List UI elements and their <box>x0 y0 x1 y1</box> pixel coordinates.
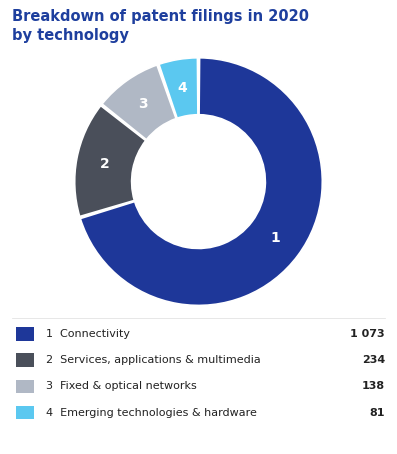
Text: 1  Connectivity: 1 Connectivity <box>46 329 130 339</box>
Text: 1 073: 1 073 <box>351 329 385 339</box>
Text: 3  Fixed & optical networks: 3 Fixed & optical networks <box>46 381 197 391</box>
Text: 138: 138 <box>362 381 385 391</box>
Text: Breakdown of patent filings in 2020
by technology: Breakdown of patent filings in 2020 by t… <box>12 9 309 43</box>
Wedge shape <box>80 58 322 306</box>
Wedge shape <box>159 58 198 118</box>
Text: 4: 4 <box>178 80 187 94</box>
Text: 234: 234 <box>362 355 385 365</box>
Text: 4  Emerging technologies & hardware: 4 Emerging technologies & hardware <box>46 408 256 418</box>
Text: 1: 1 <box>270 232 280 246</box>
Text: 3: 3 <box>139 97 148 111</box>
Wedge shape <box>75 106 146 217</box>
Text: 2  Services, applications & multimedia: 2 Services, applications & multimedia <box>46 355 260 365</box>
Wedge shape <box>102 65 176 140</box>
Text: 81: 81 <box>370 408 385 418</box>
Text: 2: 2 <box>100 157 110 171</box>
